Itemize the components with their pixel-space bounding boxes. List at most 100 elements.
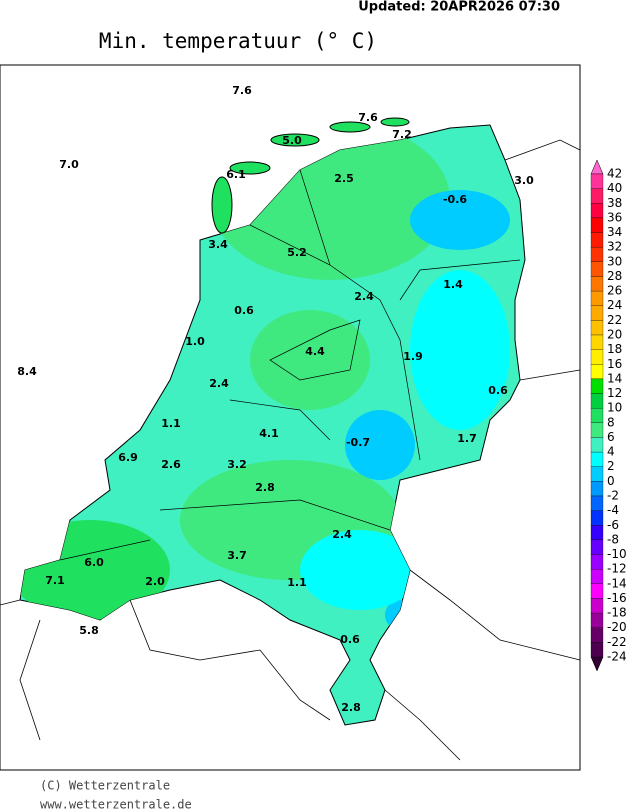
station-value: 2.4 <box>332 528 352 541</box>
legend-label: 24 <box>607 298 622 312</box>
legend-label: 10 <box>607 401 622 415</box>
legend-swatch <box>590 334 604 350</box>
legend-label: 18 <box>607 342 622 356</box>
legend-label: 6 <box>607 430 615 444</box>
url: www.wetterzentrale.de <box>40 798 192 812</box>
legend-label: -10 <box>607 547 627 561</box>
legend-label: 28 <box>607 269 622 283</box>
legend-label: 32 <box>607 240 622 254</box>
station-value: 1.0 <box>185 335 205 348</box>
station-value: 1.4 <box>443 278 463 291</box>
station-value: 1.7 <box>457 432 477 445</box>
station-value: 5.0 <box>282 134 302 147</box>
legend-label: 14 <box>607 371 622 385</box>
station-value: 5.8 <box>79 624 99 637</box>
station-value: 1.1 <box>287 576 307 589</box>
updated: Updated: 20APR2026 07:30 <box>358 0 560 15</box>
legend-swatch <box>590 188 604 204</box>
station-value: 7.1 <box>45 574 65 587</box>
legend-swatch <box>590 364 604 380</box>
legend-label: 26 <box>607 284 622 298</box>
legend-label: -12 <box>607 562 627 576</box>
station-value: 7.6 <box>232 84 252 97</box>
legend-swatch <box>590 569 604 584</box>
legend-label: 4 <box>607 445 615 459</box>
legend-label: -22 <box>607 635 627 649</box>
station-value: 2.5 <box>334 172 354 185</box>
title: Min. temperatuur (° C) <box>99 29 377 53</box>
legend-swatch <box>590 539 604 555</box>
station-value: 3.4 <box>208 238 228 251</box>
legend-label: 8 <box>607 415 615 429</box>
legend-label: -4 <box>607 503 619 517</box>
station-value: 3.2 <box>227 458 247 471</box>
legend-swatch <box>590 510 604 526</box>
legend-swatch <box>590 393 604 409</box>
legend-label: 2 <box>607 459 615 473</box>
station-value: 2.0 <box>145 575 165 588</box>
legend-label: 12 <box>607 386 622 400</box>
legend-label: -16 <box>607 591 627 605</box>
station-value: 0.6 <box>234 304 254 317</box>
station-value: -0.7 <box>346 436 370 449</box>
legend-label: 0 <box>607 474 615 488</box>
legend-label: -24 <box>607 650 627 664</box>
legend-swatch <box>590 349 604 365</box>
station-value: 2.4 <box>354 290 374 303</box>
station-value: 5.2 <box>287 246 307 259</box>
legend-swatch <box>590 466 604 482</box>
copyright: (C) Wetterzentrale <box>40 779 170 793</box>
legend-label: -8 <box>607 532 619 546</box>
legend-label: 42 <box>607 167 622 181</box>
legend-swatch <box>590 408 604 423</box>
legend-swatch <box>590 203 604 219</box>
station-value: 1.1 <box>161 417 181 430</box>
station-value: 2.4 <box>209 377 229 390</box>
station-value: 1.9 <box>403 350 423 363</box>
legend-swatch <box>590 451 604 467</box>
legend-swatch <box>590 422 604 438</box>
station-value: -0.6 <box>443 193 467 206</box>
legend-label: 16 <box>607 357 622 371</box>
station-value: 0.6 <box>488 384 508 397</box>
legend-label: -2 <box>607 489 619 503</box>
legend-swatch <box>590 247 604 262</box>
legend-label: 30 <box>607 254 622 268</box>
station-value: 6.0 <box>84 556 104 569</box>
legend-swatch <box>590 554 604 570</box>
legend-swatch <box>590 232 604 248</box>
legend-swatch <box>590 378 604 394</box>
station-value: 4.4 <box>305 345 325 358</box>
legend-bottom <box>590 656 604 672</box>
legend-swatch <box>590 612 604 628</box>
legend-label: -18 <box>607 606 627 620</box>
station-value: 6.9 <box>118 451 138 464</box>
legend-swatch <box>590 583 604 599</box>
legend-label: 36 <box>607 210 622 224</box>
station-value: 0.6 <box>340 633 360 646</box>
station-value: 8.4 <box>17 365 37 378</box>
legend-label: -14 <box>607 576 627 590</box>
station-value: 3.7 <box>227 549 247 562</box>
station-value: 7.0 <box>59 158 79 171</box>
legend-swatch <box>590 481 604 497</box>
legend-top <box>590 159 604 175</box>
station-value: 2.8 <box>255 481 275 494</box>
legend-label: 20 <box>607 328 622 342</box>
legend-label: 40 <box>607 181 622 195</box>
legend-swatch <box>590 173 604 189</box>
legend-swatch <box>590 290 604 306</box>
legend-swatch <box>590 261 604 277</box>
station-value: 4.1 <box>259 427 279 440</box>
legend-swatch <box>590 305 604 321</box>
legend-swatch <box>590 495 604 511</box>
station-value: 6.1 <box>226 168 246 181</box>
station-value: 2.8 <box>341 701 361 714</box>
legend-label: -20 <box>607 620 627 634</box>
legend-label: 22 <box>607 313 622 327</box>
legend-swatch <box>590 627 604 643</box>
legend-swatch <box>590 437 604 453</box>
legend-swatch <box>590 642 604 658</box>
legend-label: 34 <box>607 225 622 239</box>
